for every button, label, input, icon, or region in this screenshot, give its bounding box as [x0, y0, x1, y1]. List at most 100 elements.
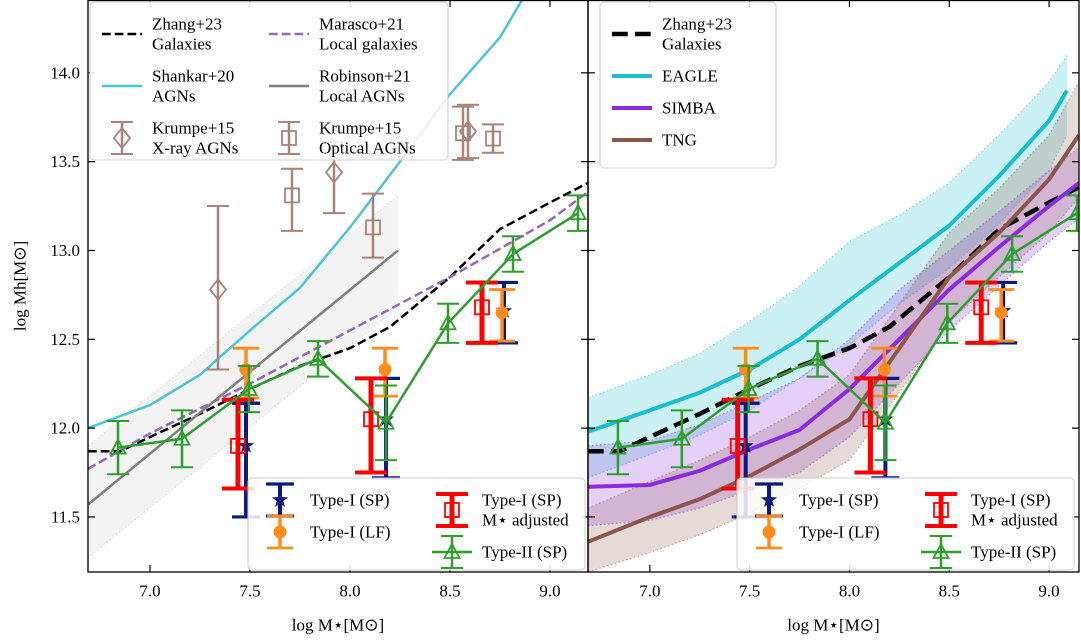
marker	[1003, 244, 1022, 261]
marker	[672, 428, 691, 446]
x-axis-label: log M⋆[M⊙]	[787, 616, 879, 635]
legend-label: TNG	[662, 131, 697, 150]
legend-marker	[760, 491, 778, 507]
marker	[729, 437, 746, 454]
series-line	[88, 249, 399, 506]
legend-marker	[762, 525, 776, 539]
marker	[324, 160, 344, 184]
legend-label: Local AGNs	[319, 87, 404, 106]
marker	[737, 437, 754, 453]
marker	[938, 313, 957, 331]
plot-frame	[587, 0, 1080, 573]
x-tick-label: 8.5	[439, 582, 460, 601]
y-tick-label: 12.0	[50, 419, 80, 438]
legend-marker	[442, 542, 462, 559]
marker	[973, 299, 990, 316]
legend-label: Type-II (SP)	[971, 543, 1056, 562]
legend-box	[736, 477, 1075, 571]
legend-label: Zhang+23	[152, 15, 222, 34]
legend-marker	[444, 502, 460, 518]
y-tick-label: 12.5	[50, 330, 80, 349]
x-axis-label: log M⋆[M⊙]	[292, 616, 384, 635]
x-tick-label: 7.5	[239, 582, 260, 601]
marker	[474, 299, 490, 316]
marker	[208, 278, 228, 301]
marker	[455, 125, 471, 142]
band-edge	[588, 196, 1079, 572]
band-edge	[588, 218, 1079, 527]
legend: Zhang+23GalaxiesShankar+20AGNsKrumpe+15X…	[89, 1, 449, 161]
marker	[284, 187, 300, 204]
marker	[378, 362, 392, 376]
band	[588, 55, 1068, 478]
band-edge	[88, 306, 399, 559]
band-edge	[588, 54, 1068, 399]
plot-area	[588, 54, 1079, 572]
legend-label: Type-I (SP)	[971, 491, 1051, 510]
marker	[376, 412, 396, 430]
legend-label: Robinson+21	[319, 67, 411, 86]
y-tick-label: 14.0	[50, 63, 80, 82]
band-edge	[588, 146, 1079, 447]
legend-label: Local galaxies	[319, 35, 418, 54]
legend-label: Type-I (LF)	[799, 523, 879, 542]
series-line	[88, 190, 588, 471]
legend-box	[599, 1, 777, 169]
marker	[1067, 203, 1079, 221]
legend-label: Type-I (SP)	[310, 491, 390, 510]
legend-label: Optical AGNs	[319, 139, 416, 158]
legend-label: Shankar+20	[152, 67, 234, 86]
marker	[237, 437, 255, 453]
legend-label: EAGLE	[662, 67, 718, 86]
y-tick-label: 13.5	[50, 152, 80, 171]
legend-label: AGNs	[152, 87, 195, 106]
x-tick-label: 8.0	[839, 582, 860, 601]
marker	[862, 411, 879, 428]
x-tick-label: 9.0	[1038, 582, 1059, 601]
legend-marker	[112, 126, 132, 150]
legend-label: M⋆ adjusted	[482, 511, 569, 530]
series-line	[88, 0, 524, 430]
legend-label: Zhang+23	[662, 15, 732, 34]
marker	[495, 306, 509, 320]
marker	[568, 203, 588, 221]
y-tick-label: 11.5	[51, 507, 80, 526]
marker	[808, 348, 827, 366]
marker	[485, 130, 501, 147]
legend-label: Galaxies	[662, 35, 721, 54]
legend-marker	[931, 542, 951, 559]
legend-label: Marasco+21	[319, 15, 404, 34]
legend-label: Galaxies	[152, 35, 211, 54]
series-line	[88, 181, 588, 453]
marker	[230, 437, 246, 454]
x-tick-label: 8.0	[339, 582, 360, 601]
x-tick-label: 7.5	[739, 582, 760, 601]
legend-marker	[281, 130, 297, 146]
marker	[438, 313, 458, 331]
x-tick-label: 7.0	[639, 582, 660, 601]
x-tick-label: 9.0	[539, 582, 560, 601]
series-line	[588, 89, 1069, 434]
legend-marker	[273, 525, 287, 539]
marker	[503, 244, 523, 261]
marker	[994, 306, 1008, 320]
marker	[608, 437, 627, 455]
legend-label: Type-I (SP)	[482, 491, 562, 510]
marker	[876, 412, 895, 430]
marker	[365, 219, 381, 236]
y-tick-label: 13.0	[50, 241, 80, 260]
series-line	[588, 133, 1079, 544]
marker	[239, 379, 259, 396]
legend-marker	[933, 502, 949, 518]
legend-label: Krumpe+15	[152, 119, 234, 138]
marker	[172, 428, 192, 446]
legend-label: M⋆ adjusted	[971, 511, 1058, 530]
y-axis-label: log Mh[M⊙]	[11, 241, 30, 331]
series-line	[117, 212, 579, 449]
x-tick-label: 8.5	[939, 582, 960, 601]
plot-area	[88, 0, 588, 559]
marker	[108, 437, 128, 455]
marker	[877, 362, 891, 376]
legend-box	[89, 1, 449, 161]
